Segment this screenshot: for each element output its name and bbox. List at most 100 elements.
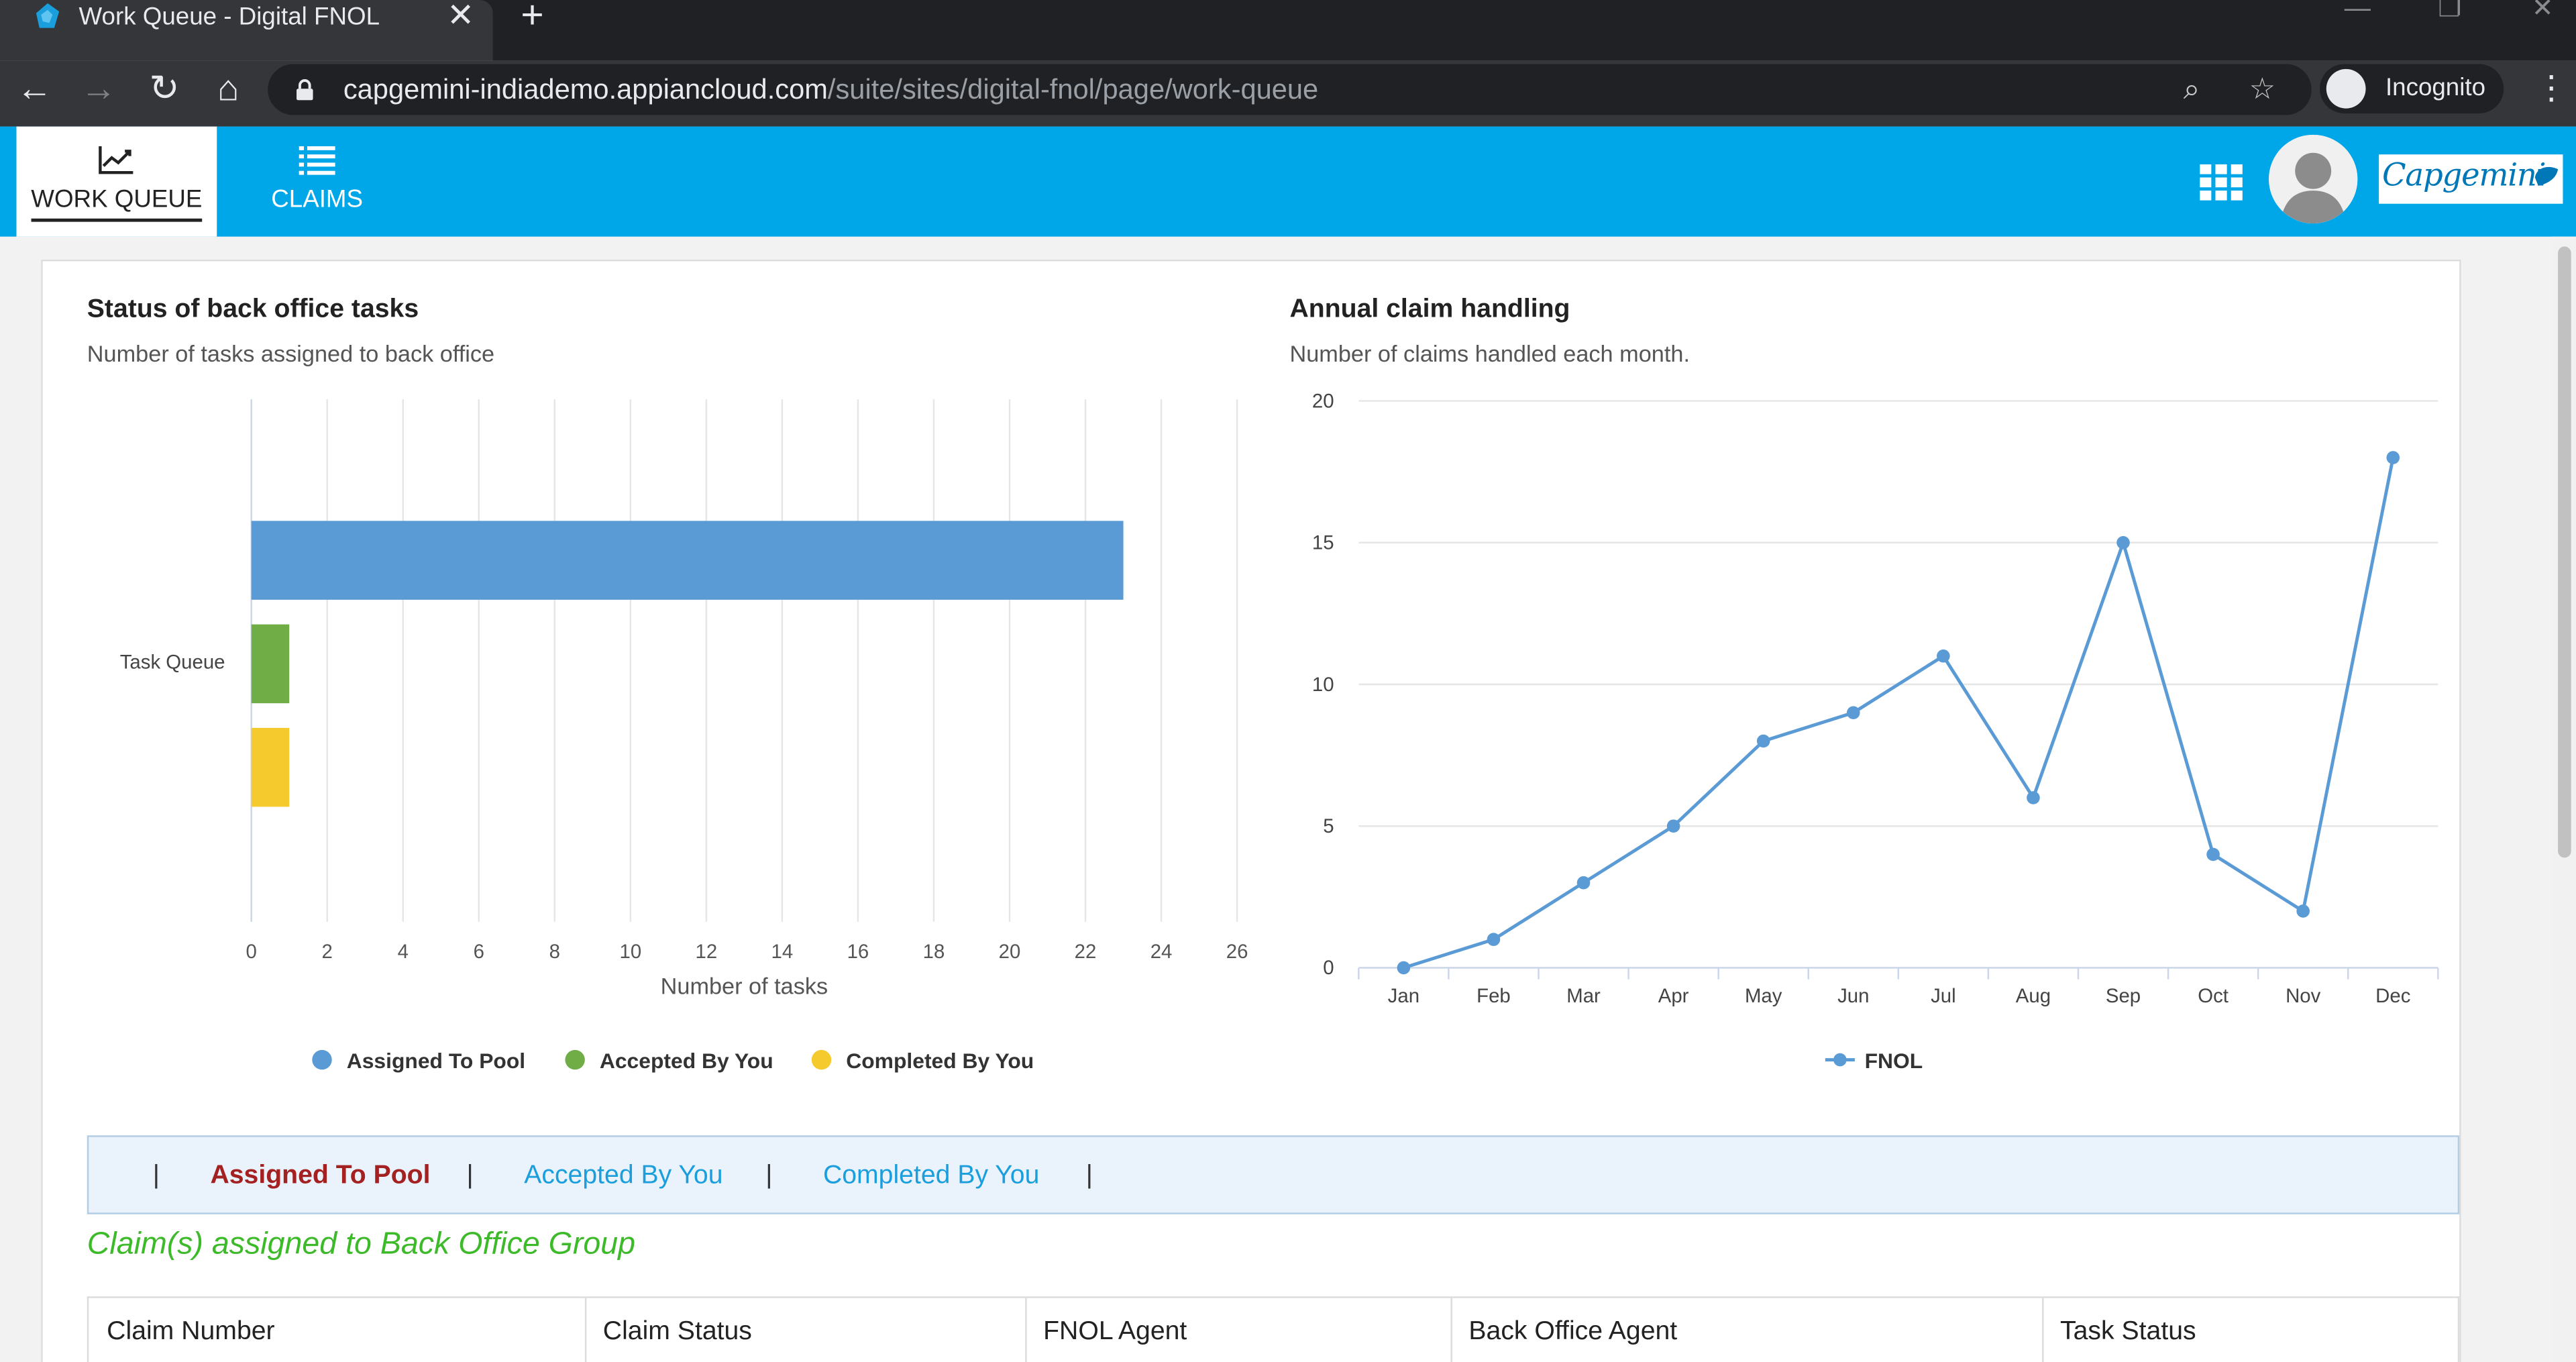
browser-tab-strip: Work Queue - Digital FNOL ✕ + — ❐ ✕ [0,0,2576,61]
x-tick-label: Jan [1388,985,1419,1007]
page-scrollbar[interactable] [2551,236,2576,1362]
filter-separator: | [765,1161,773,1190]
legend-marker [811,1049,832,1070]
x-tick-label: 16 [847,941,869,963]
appian-favicon-icon [36,3,60,28]
scrollbar-thumb[interactable] [2558,246,2571,858]
legend-label: Assigned To Pool [347,1049,525,1073]
column-header[interactable]: Claim Status [585,1298,1027,1362]
legend-label: Completed By You [846,1049,1034,1073]
legend-label: FNOL [1865,1049,1923,1073]
line-chart-icon [99,146,133,174]
y-tick-label: 20 [1312,390,1334,412]
filter-assigned-to-pool[interactable]: Assigned To Pool [210,1161,431,1190]
zoom-icon[interactable]: ⌕ [2183,72,2200,105]
x-tick-label: Sep [2106,985,2141,1007]
new-tab-icon[interactable]: + [521,0,544,38]
data-point [2027,791,2040,804]
legend-marker [565,1049,585,1070]
bar [251,727,290,807]
x-tick-label: 10 [620,941,642,963]
legend-marker [312,1049,332,1070]
series-line-fnol [1403,457,2395,970]
data-point [1666,819,1680,833]
x-tick-label: Nov [2286,985,2321,1007]
x-tick-label: 14 [771,941,794,963]
column-header[interactable]: Task Status [2060,1318,2196,1346]
x-tick-label: 6 [474,941,484,963]
tab-work-queue[interactable]: WORK QUEUE [16,126,217,237]
filter-accepted-by-you[interactable]: Accepted By You [524,1161,723,1190]
app-header: WORK QUEUE CLAIMS Capgemini [0,126,2576,237]
x-tick-label: May [1745,985,1782,1007]
x-tick-label: 4 [398,941,409,963]
tasks-chart-subtitle: Number of tasks assigned to back office [87,339,495,367]
capgemini-logo: Capgemini [2379,154,2563,204]
x-tick-label: 18 [923,941,945,963]
data-point [1576,876,1591,890]
column-header[interactable]: Back Office Agent [1450,1298,2044,1362]
x-tick-label: 12 [696,941,718,963]
x-tick-label: 20 [999,941,1021,963]
incognito-badge[interactable]: Incognito [2319,64,2504,113]
browser-toolbar: ← → ↻ ⌂ capgemini-indiademo.appiancloud.… [0,60,2576,127]
data-point [1487,933,1501,947]
back-icon[interactable]: ← [16,67,53,109]
spade-logo-icon [2534,166,2559,186]
x-tick-label: 22 [1075,941,1097,963]
url-text: capgemini-indiademo.appiancloud.com/suit… [343,74,1319,105]
tab-claims[interactable]: CLAIMS [246,127,388,237]
claims-line-chart: 0 5 10 15 20 Jan Feb Mar Apr May Jun Jul Aug Sep Oct No… [1312,390,2439,1073]
user-avatar-icon [2269,134,2358,224]
tasks-chart-title: Status of back office tasks [87,295,419,324]
data-point [2296,904,2310,918]
browser-menu-icon[interactable]: ⋮ [2534,70,2568,107]
tab-title: Work Queue - Digital FNOL [78,3,380,32]
x-tick-label: 2 [322,941,333,963]
window-close-icon[interactable]: ✕ [2531,0,2554,23]
data-point [2206,847,2220,861]
claims-chart-title: Annual claim handling [1289,295,1570,324]
category-label: Task Queue [120,651,225,674]
data-point [1937,649,1950,663]
y-tick-label: 15 [1312,532,1334,554]
bar [251,521,1124,600]
data-point [2386,451,2400,464]
x-axis-title: Number of tasks [661,974,828,1000]
browser-tab[interactable]: Work Queue - Digital FNOL ✕ [0,0,493,61]
bookmark-star-icon[interactable]: ☆ [2249,72,2276,105]
y-tick-label: 5 [1323,815,1334,837]
legend-label: Accepted By You [600,1049,773,1073]
lock-icon [297,79,313,101]
column-header[interactable]: Claim Number [89,1298,587,1362]
address-bar[interactable]: capgemini-indiademo.appiancloud.com/suit… [268,64,2312,115]
x-tick-label: Dec [2375,985,2410,1007]
home-icon[interactable]: ⌂ [217,67,239,109]
x-tick-label: Feb [1477,985,1511,1007]
column-header[interactable]: FNOL Agent [1025,1298,1452,1362]
filter-separator: | [466,1161,474,1190]
bar [251,624,290,704]
restore-icon[interactable]: ❐ [2438,0,2462,23]
reload-icon[interactable]: ↻ [149,67,180,109]
x-tick-label: Oct [2198,985,2229,1007]
incognito-icon [2326,68,2366,109]
forward-icon[interactable]: → [80,67,117,109]
group-assignment-note: Claim(s) assigned to Back Office Group [87,1227,635,1262]
x-tick-label: Jun [1837,985,1869,1007]
close-icon[interactable]: ✕ [447,0,475,35]
y-tick-label: 10 [1312,674,1334,696]
x-tick-label: Apr [1658,985,1689,1007]
legend-marker [1833,1053,1847,1067]
logo-text: Capgemini [2382,158,2546,194]
data-point [1397,961,1411,975]
minimize-icon[interactable]: — [2344,0,2371,23]
filter-completed-by-you[interactable]: Completed By You [822,1161,1040,1190]
claims-table-header: Claim Number Claim Status FNOL Agent Bac… [87,1296,2460,1362]
x-tick-label: 26 [1226,941,1248,963]
avatar[interactable] [2269,134,2358,224]
y-tick-label: 0 [1323,957,1334,979]
apps-grid-icon[interactable] [2200,164,2243,201]
data-point [1756,734,1770,748]
